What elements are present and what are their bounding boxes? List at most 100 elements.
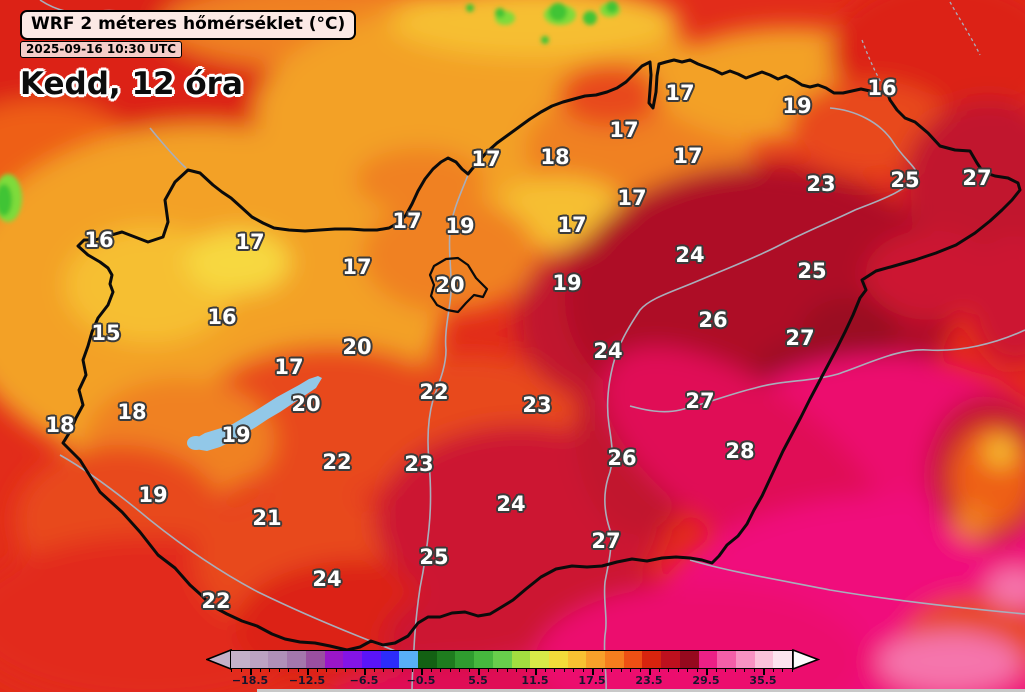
legend-minor-tick [402,668,403,672]
temp-label: 24 [593,339,623,363]
temp-label: 17 [274,355,304,379]
run-timestamp: 2025-09-16 10:30 UTC [20,41,183,58]
temp-label: 22 [201,589,231,613]
map-title: WRF 2 méteres hőmérséklet (°C) [20,10,357,40]
field-blob [987,568,1025,608]
legend-cell [436,651,456,668]
legend-minor-tick [525,668,527,672]
river [629,329,1025,413]
temp-label: 18 [45,413,75,437]
legend-tick-label: 5.5 [468,674,488,687]
legend-minor-tick [582,668,584,672]
legend-cell [548,651,568,668]
temp-label: 18 [540,145,570,169]
legend-major-tick [706,668,708,675]
legend-ticks [230,668,793,676]
legend-minor-tick [440,668,441,672]
legend-cell [361,651,381,668]
river [149,127,187,169]
green-spot [495,8,505,18]
temp-label: 16 [207,305,237,329]
temp-label: 22 [322,450,352,474]
legend-tick-label: 11.5 [521,674,549,687]
legend-minor-tick [259,668,261,672]
temp-label: 28 [725,439,755,463]
legend-cell [679,651,699,668]
temp-label: 24 [312,567,342,591]
field-blob [984,436,1016,468]
temp-label: 26 [698,308,728,332]
legend-minor-tick [782,668,783,672]
hungary-border [61,58,1022,652]
legend-minor-tick [297,668,299,672]
field-blob [865,230,995,320]
legend-minor-tick [696,668,698,672]
field-blob [878,632,1022,692]
temp-label: 18 [117,400,147,424]
legend-minor-tick [734,668,736,672]
legend-tick-label: 35.5 [749,674,777,687]
run-timestamp-text: 2025-09-16 10:30 UTC [26,42,177,56]
legend-minor-tick [383,668,384,672]
temp-label: 17 [673,144,703,168]
temp-label: 22 [419,380,449,404]
rivers [39,0,1025,692]
green-spot [549,3,567,21]
field-blob [970,235,1025,365]
legend-minor-tick [430,668,432,672]
legend-minor-tick [335,668,337,672]
river [411,174,469,692]
legend-minor-tick [753,668,755,672]
legend-minor-tick [392,668,394,672]
legend-minor-tick [611,668,612,672]
legend-minor-tick [468,668,470,672]
legend-cell [586,651,606,668]
temp-label: 17 [617,186,647,210]
legend-major-tick [364,668,366,675]
legend-cell [605,651,624,668]
temp-label: 17 [609,118,639,142]
green-spot [466,4,474,12]
legend-minor-tick [772,668,774,672]
legend-cell [418,651,437,668]
legend-cell [305,651,325,668]
legend-minor-tick [744,668,745,672]
temp-label: 23 [404,452,434,476]
temp-label: 19 [138,483,168,507]
legend-minor-tick [231,668,232,672]
legend-minor-tick [601,668,603,672]
legend-minor-tick [288,668,289,672]
field-blob [638,187,762,263]
legend-minor-tick [677,668,679,672]
temp-label: 17 [392,209,422,233]
legend-cell [249,651,269,668]
lake-balaton [187,376,322,451]
temp-label: 20 [291,392,321,416]
legend-minor-tick [791,668,793,672]
legend-minor-tick [316,668,318,672]
legend-major-tick [535,668,537,675]
legend-tick-label: −6.5 [349,674,379,687]
legend-minor-tick [573,668,574,672]
temp-label: 24 [675,243,705,267]
legend-minor-tick [497,668,498,672]
legend-tick-label: 23.5 [635,674,663,687]
legend-cell [511,651,531,668]
legend-minor-tick [373,668,375,672]
color-scale-legend: −18.5 −12.5 −6.5 −0.5 5.5 11.5 17.5 23.5 29.5 35.… [206,649,820,690]
legend-cell [754,651,774,668]
legend-cells [230,650,793,669]
legend-cell [399,651,419,668]
river [603,107,919,692]
legend-major-tick [421,668,423,675]
legend-tick-label: 29.5 [692,674,720,687]
legend-minor-tick [715,668,717,672]
legend-minor-tick [269,668,270,672]
legend-cell [530,651,549,668]
temp-label: 17 [342,255,372,279]
legend-major-tick [763,668,765,675]
field-blob [903,100,1025,270]
